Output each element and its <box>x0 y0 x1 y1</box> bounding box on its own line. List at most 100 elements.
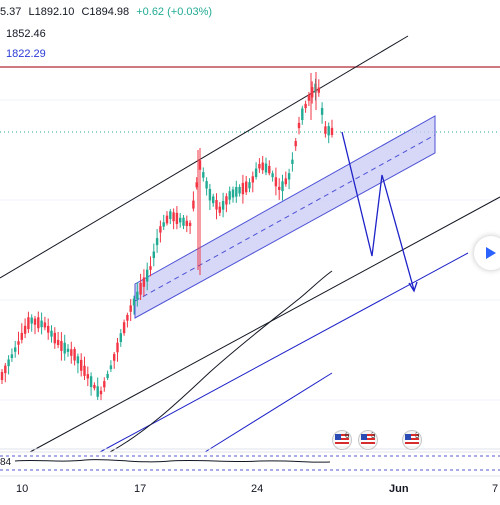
candle-body <box>63 342 66 354</box>
candle-body <box>248 182 251 189</box>
candle-body <box>284 178 287 185</box>
oscillator-line <box>14 459 331 463</box>
candle-body <box>278 186 281 190</box>
blue-band <box>134 115 436 319</box>
candle-body <box>86 374 89 379</box>
candle-body <box>103 381 106 388</box>
candle-body <box>99 390 103 395</box>
candle-body <box>221 201 225 210</box>
candle-body <box>294 141 297 147</box>
candle-body <box>30 317 33 324</box>
candle-body <box>218 206 221 213</box>
candle-body <box>327 126 330 136</box>
candle-body <box>159 226 162 233</box>
candle-body <box>271 173 274 178</box>
candle-body <box>185 220 188 227</box>
candle-body <box>215 199 218 210</box>
candle-body <box>301 108 304 120</box>
candle-body <box>40 320 43 328</box>
candle-body <box>287 173 291 180</box>
candle-body <box>136 291 139 300</box>
play-arrow-icon <box>486 247 496 259</box>
ohlc-change: +0.62 (+0.03%) <box>136 6 213 18</box>
channel-upper-line <box>0 35 409 279</box>
candle-body <box>281 181 284 192</box>
candle-body <box>89 376 93 388</box>
candle-body <box>142 277 146 287</box>
candle-body <box>146 269 149 282</box>
candle-body <box>152 251 155 259</box>
candle-body <box>122 322 126 334</box>
event-count-2: 3 <box>371 431 376 440</box>
candle-body <box>175 212 179 225</box>
candle-body <box>83 365 86 376</box>
candle-body <box>53 332 56 344</box>
oscillator-panel <box>0 455 500 471</box>
projection-path <box>341 131 418 293</box>
candle-body <box>93 384 96 389</box>
candle-body <box>33 318 37 325</box>
candle-body <box>195 182 198 188</box>
candles-group <box>0 72 334 401</box>
candle-body <box>20 332 23 340</box>
candle-body <box>76 356 80 364</box>
candle-body <box>212 196 215 204</box>
candle-body <box>264 163 268 173</box>
candle-body <box>43 322 47 328</box>
candle-body <box>179 217 182 223</box>
candle-body <box>320 107 324 115</box>
us-flag-icon <box>335 434 349 446</box>
candle-body <box>304 103 307 109</box>
candle-body <box>139 282 142 295</box>
candle-body <box>0 371 4 381</box>
x-axis-label-17: 17 <box>134 483 147 495</box>
grid <box>0 99 500 401</box>
blue-trend-line-1 <box>99 252 469 453</box>
candle-body <box>228 191 231 200</box>
candle-body <box>96 386 99 397</box>
candle-body <box>23 325 27 334</box>
x-axis-label-jun: Jun <box>389 483 409 495</box>
candle-body <box>205 181 208 189</box>
event-marker-2[interactable]: 3 <box>358 430 378 450</box>
candle-body <box>268 165 271 174</box>
ohlc-open: 5.37 <box>0 6 22 18</box>
candle-body <box>182 217 185 226</box>
candle-body <box>274 177 278 187</box>
candle-body <box>311 87 314 98</box>
candle-body <box>37 317 40 329</box>
candle-body <box>10 354 14 359</box>
candle-body <box>27 317 30 330</box>
candle-body <box>162 222 165 227</box>
candle-body <box>317 87 320 93</box>
candle-body <box>116 342 119 353</box>
ohlc-close: C1894.98 <box>81 6 130 18</box>
candle-body <box>132 298 136 306</box>
x-axis-label-7: 7 <box>492 483 499 495</box>
candle-body <box>126 314 129 321</box>
event-marker-1[interactable]: 6 <box>332 430 352 450</box>
candle-body <box>106 373 109 379</box>
candle-body <box>7 359 10 367</box>
candle-body <box>192 200 195 209</box>
candle-body <box>4 365 7 374</box>
ohlc-readout: 5.37 L1892.10 C1894.98 +0.62 (+0.03%) <box>0 6 216 18</box>
blue-trend-line-2 <box>204 372 333 453</box>
candle-body <box>241 182 245 195</box>
candle-body <box>73 348 76 361</box>
x-axis-label-10: 10 <box>16 483 29 495</box>
us-flag-icon <box>405 434 419 446</box>
event-count-3: 3 <box>415 431 420 440</box>
us-flag-icon <box>361 434 375 446</box>
event-marker-3[interactable]: 3 <box>402 430 422 450</box>
candle-body <box>291 159 294 164</box>
candle-body <box>297 122 301 129</box>
candle-body <box>238 186 241 194</box>
event-count-1: 6 <box>345 431 350 440</box>
candle-body <box>47 325 50 333</box>
candle-body <box>109 365 113 370</box>
play-button[interactable] <box>474 236 500 270</box>
candle-body <box>251 176 254 183</box>
